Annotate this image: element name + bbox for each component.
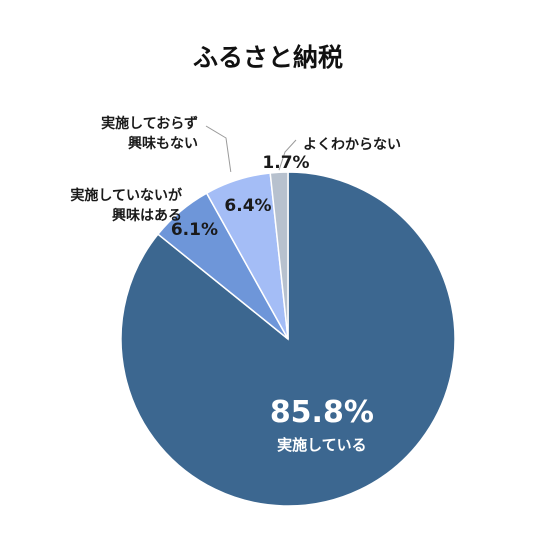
slice-4-wedge <box>269 171 289 340</box>
slice-3-value-label: 6.4% <box>224 196 271 216</box>
slice-4-value-label: 1.7% <box>262 153 309 173</box>
leader-lines <box>205 125 297 172</box>
slice-2-category-label-line-2: 興味はある <box>112 208 182 224</box>
slice-2-category-label-line-1: 実施していないが <box>70 187 183 204</box>
slice-3-leader-line <box>205 125 232 172</box>
slice-3-category-label-line-2: 興味もない <box>128 136 198 152</box>
slice-3-category-label-line-1: 実施しておらず <box>101 115 198 132</box>
slice-1-category-label: 実施している <box>277 436 367 454</box>
chart-title: ふるさと納税 <box>193 43 343 72</box>
slice-4-leader-line <box>278 139 297 171</box>
pie-slices <box>120 171 456 507</box>
slice-2-value-label: 6.1% <box>171 220 218 240</box>
slice-4-category-label: よくわからない <box>303 137 401 153</box>
slice-1-value-label: 85.8% <box>270 395 374 430</box>
